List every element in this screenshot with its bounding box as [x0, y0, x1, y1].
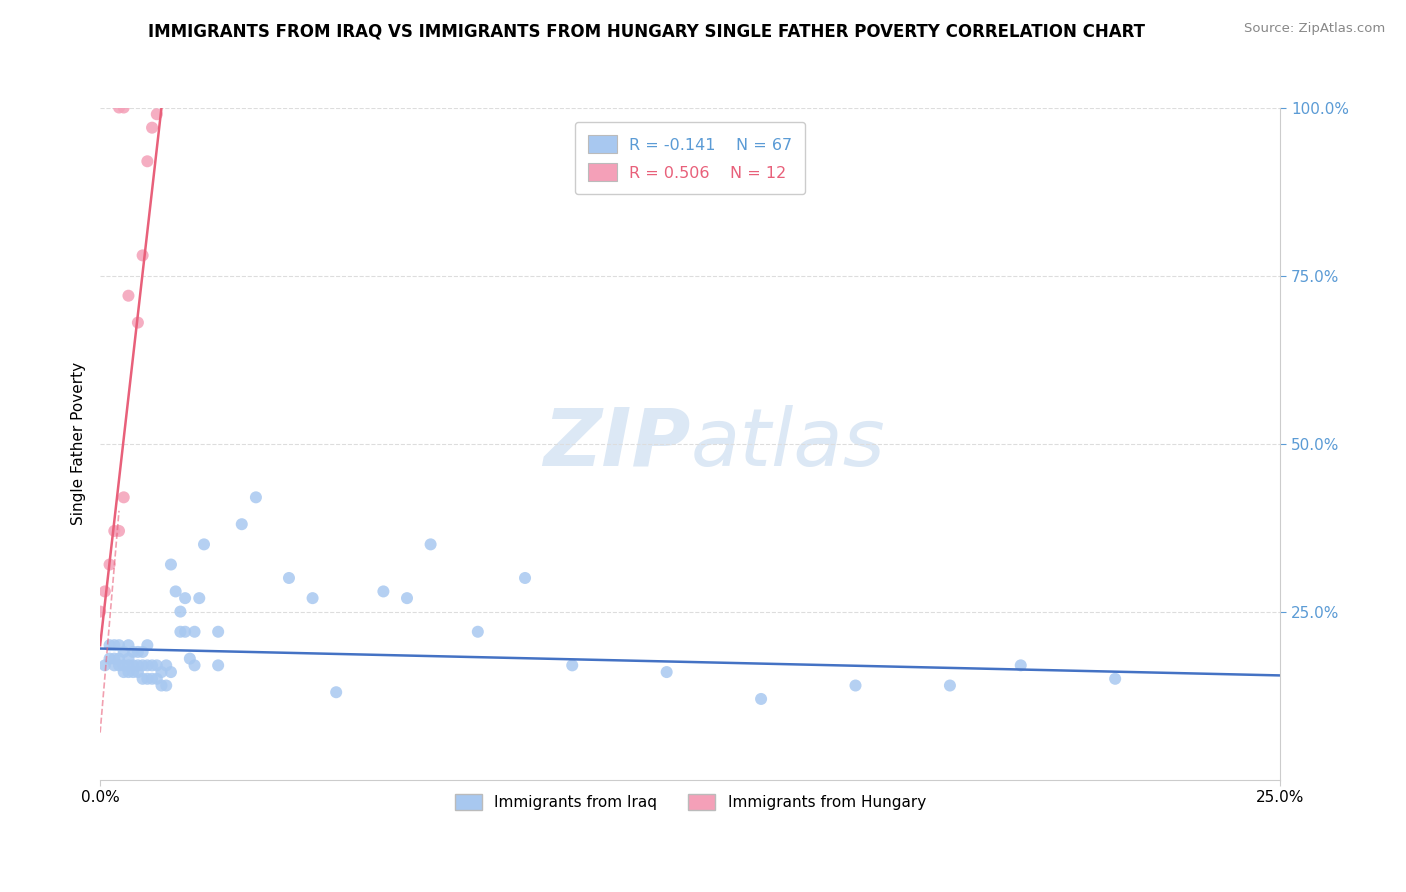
Point	[89, 605, 111, 619]
Point	[165, 584, 187, 599]
Point	[155, 679, 177, 693]
Point	[169, 624, 191, 639]
Point	[136, 658, 159, 673]
Point	[150, 665, 173, 679]
Point	[122, 645, 145, 659]
Point	[1104, 672, 1126, 686]
Point	[146, 658, 169, 673]
Point	[245, 491, 267, 505]
Point	[122, 665, 145, 679]
Point	[146, 672, 169, 686]
Point	[183, 658, 205, 673]
Point	[169, 605, 191, 619]
Point	[207, 658, 229, 673]
Point	[108, 651, 131, 665]
Point	[183, 624, 205, 639]
Y-axis label: Single Father Poverty: Single Father Poverty	[72, 362, 86, 525]
Point	[117, 651, 139, 665]
Point	[1010, 658, 1032, 673]
Legend: Immigrants from Iraq, Immigrants from Hungary: Immigrants from Iraq, Immigrants from Hu…	[443, 782, 938, 822]
Point	[94, 584, 117, 599]
Point	[103, 524, 125, 538]
Point	[179, 651, 201, 665]
Point	[513, 571, 536, 585]
Point	[150, 679, 173, 693]
Point	[108, 638, 131, 652]
Point	[117, 658, 139, 673]
Point	[207, 624, 229, 639]
Point	[127, 645, 149, 659]
Text: ZIP: ZIP	[543, 405, 690, 483]
Point	[467, 624, 489, 639]
Point	[231, 517, 253, 532]
Point	[141, 672, 163, 686]
Point	[174, 624, 197, 639]
Point	[112, 645, 135, 659]
Point	[160, 665, 183, 679]
Point	[98, 651, 121, 665]
Point	[278, 571, 301, 585]
Point	[131, 248, 153, 262]
Point	[136, 638, 159, 652]
Point	[127, 665, 149, 679]
Point	[112, 658, 135, 673]
Point	[98, 558, 121, 572]
Point	[98, 638, 121, 652]
Text: Source: ZipAtlas.com: Source: ZipAtlas.com	[1244, 22, 1385, 36]
Point	[188, 591, 211, 606]
Point	[117, 638, 139, 652]
Point	[844, 679, 866, 693]
Point	[131, 645, 153, 659]
Point	[395, 591, 418, 606]
Point	[146, 107, 169, 121]
Point	[373, 584, 395, 599]
Point	[127, 658, 149, 673]
Point	[655, 665, 678, 679]
Point	[419, 537, 441, 551]
Point	[122, 658, 145, 673]
Point	[136, 154, 159, 169]
Text: atlas: atlas	[690, 405, 884, 483]
Point	[103, 638, 125, 652]
Point	[112, 665, 135, 679]
Point	[136, 672, 159, 686]
Point	[108, 524, 131, 538]
Point	[325, 685, 347, 699]
Point	[301, 591, 323, 606]
Point	[155, 658, 177, 673]
Point	[174, 591, 197, 606]
Point	[939, 679, 962, 693]
Point	[108, 101, 131, 115]
Point	[94, 658, 117, 673]
Point	[193, 537, 215, 551]
Point	[103, 651, 125, 665]
Point	[131, 658, 153, 673]
Point	[141, 120, 163, 135]
Point	[131, 672, 153, 686]
Point	[749, 692, 772, 706]
Point	[108, 658, 131, 673]
Point	[112, 491, 135, 505]
Point	[117, 289, 139, 303]
Point	[141, 658, 163, 673]
Point	[160, 558, 183, 572]
Point	[561, 658, 583, 673]
Text: IMMIGRANTS FROM IRAQ VS IMMIGRANTS FROM HUNGARY SINGLE FATHER POVERTY CORRELATIO: IMMIGRANTS FROM IRAQ VS IMMIGRANTS FROM …	[148, 22, 1146, 40]
Point	[103, 658, 125, 673]
Point	[112, 101, 135, 115]
Point	[117, 665, 139, 679]
Point	[127, 316, 149, 330]
